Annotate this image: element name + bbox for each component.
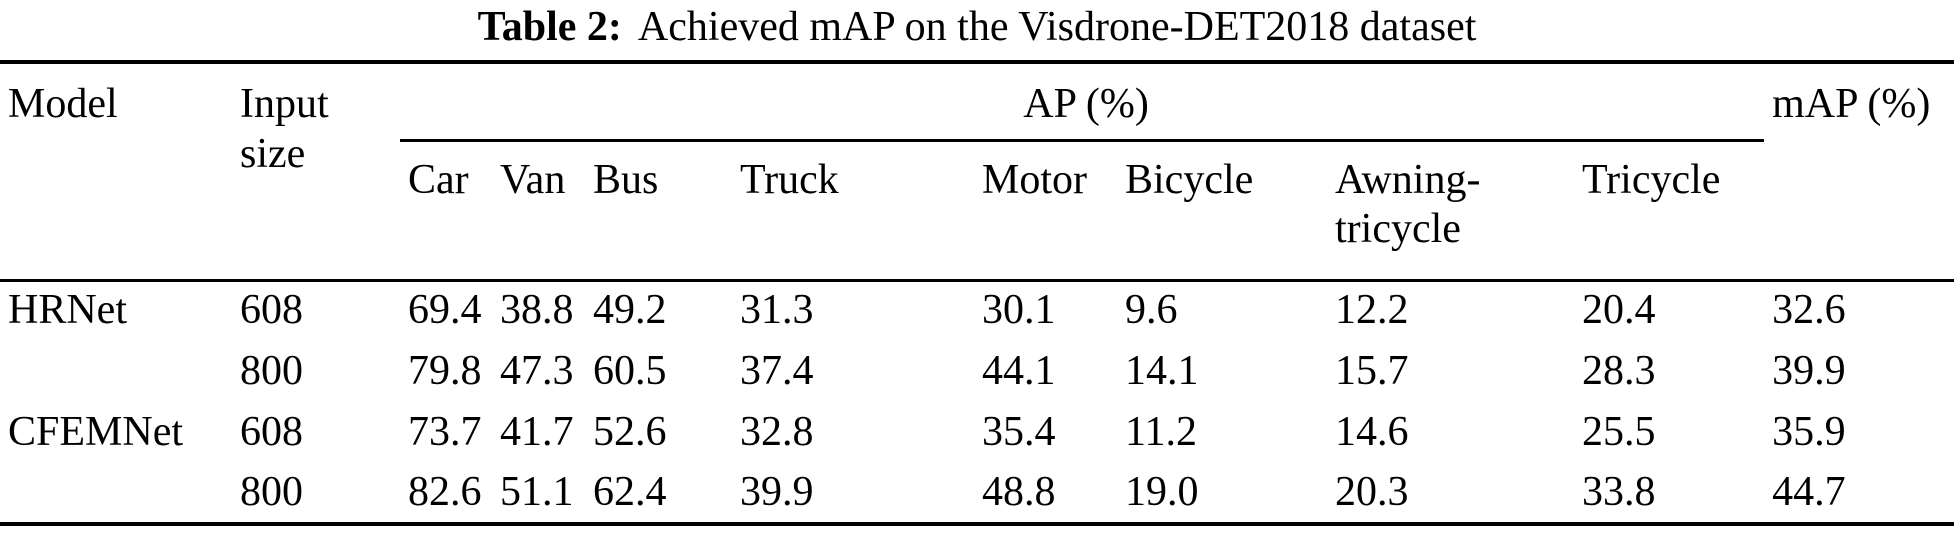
ap-value-cell: 19.0 [1125,468,1199,515]
ap-value-cell: 47.3 [500,347,574,394]
table-row: HRNet 608 69.4 38.8 49.2 31.3 30.1 9.6 1… [0,278,1954,341]
ap-value-cell: 60.5 [593,347,667,394]
ap-value-cell: 14.1 [1125,347,1199,394]
ap-column-header-van: Van [500,156,566,203]
input-size-cell: 608 [232,278,400,341]
ap-column-header-tricycle: Tricycle [1582,156,1721,203]
ap-value-cell: 39.9 [740,468,814,515]
model-cell [0,463,232,524]
ap-value-cell: 20.3 [1335,468,1409,515]
input-size-cell: 608 [240,408,303,455]
ap-value-cell: 28.3 [1582,347,1656,394]
ap-group-header: AP (%) [400,62,1765,142]
ap-value-cell: 62.4 [593,468,667,515]
model-cell: CFEMNet [8,408,184,455]
table-caption-text: Achieved mAP on the Visdrone-DET2018 dat… [637,4,1477,50]
ap-value-cell: 49.2 [585,278,732,341]
ap-column-header-bus: Bus [593,156,659,203]
map-value-cell: 44.7 [1772,468,1846,515]
ap-value-cell: 32.8 [740,408,814,455]
ap-column-header-car: Car [408,156,469,203]
input-size-column-header: Input size [240,81,329,177]
ap-value-cell: 82.6 [408,468,482,515]
ap-value-cell: 41.7 [500,408,574,455]
ap-value-cell: 69.4 [400,278,492,341]
table-row: 800 79.8 47.3 60.5 37.4 44.1 14.1 15.7 2… [0,341,1954,402]
map-value-cell: 32.6 [1764,278,1954,341]
ap-value-cell: 14.6 [1335,408,1409,455]
ap-value-cell: 51.1 [500,468,574,515]
ap-column-header-bicycle: Bicycle [1125,156,1254,203]
ap-value-cell: 31.3 [732,278,974,341]
ap-value-cell: 35.4 [982,408,1056,455]
model-column-header: Model [8,81,118,127]
ap-column-header-motor: Motor [982,156,1087,203]
input-size-cell: 800 [240,468,303,515]
map-column-header: mAP (%) [1772,81,1931,127]
ap-value-cell: 73.7 [408,408,482,455]
ap-value-cell: 33.8 [1582,468,1656,515]
table-row: 800 82.6 51.1 62.4 39.9 48.8 19.0 20.3 3… [0,463,1954,524]
ap-value-cell: 15.7 [1335,347,1409,394]
ap-value-cell: 79.8 [408,347,482,394]
model-cell [0,341,232,402]
ap-value-cell: 25.5 [1582,408,1656,455]
input-size-cell: 800 [240,347,303,394]
table-row: CFEMNet 608 73.7 41.7 52.6 32.8 35.4 11.… [0,402,1954,463]
results-table: Model Input size AP (%) mAP (%) Car Van … [0,60,1954,526]
ap-value-cell: 44.1 [982,347,1056,394]
ap-value-cell: 12.2 [1327,278,1574,341]
ap-value-cell: 38.8 [492,278,585,341]
ap-value-cell: 37.4 [740,347,814,394]
ap-value-cell: 11.2 [1125,408,1197,455]
table-caption-label: Table 2: [477,4,622,50]
ap-column-header-awning-tricycle: Awning-tricycle [1335,156,1481,253]
map-value-cell: 39.9 [1772,347,1846,394]
table-caption: Table 2: Achieved mAP on the Visdrone-DET… [0,0,1954,60]
ap-value-cell: 20.4 [1574,278,1765,341]
model-cell: HRNet [0,278,232,341]
ap-column-header-truck: Truck [740,156,839,203]
ap-value-cell: 9.6 [1117,278,1327,341]
ap-value-cell: 52.6 [593,408,667,455]
ap-value-cell: 48.8 [982,468,1056,515]
ap-value-cell: 30.1 [974,278,1117,341]
map-value-cell: 35.9 [1772,408,1846,455]
